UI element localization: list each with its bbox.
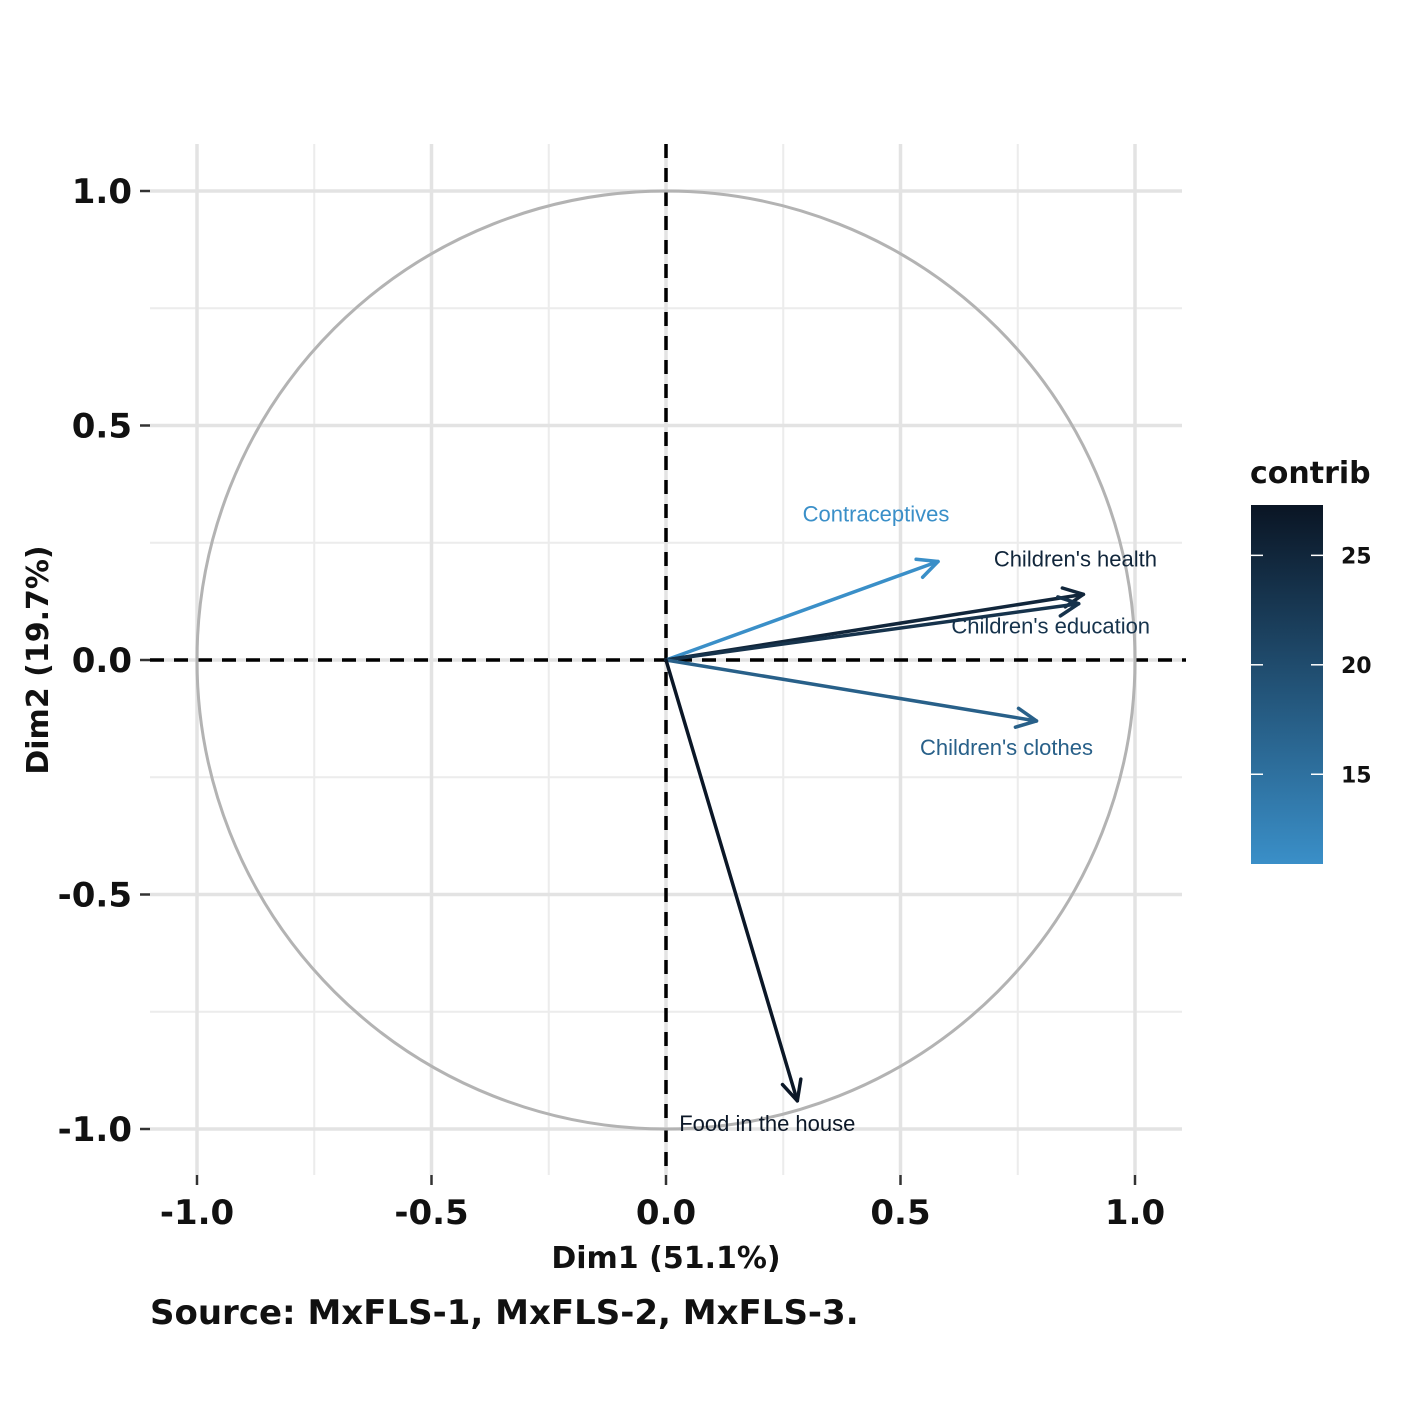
axes: -1.0 -0.5 0.0 0.5 1.0 -1.0 -0.5 0.0 0.5 1.0 xyxy=(58,172,1165,1233)
variable-arrow-4 xyxy=(664,658,803,1103)
y-tick-label-3: 0.5 xyxy=(72,407,132,447)
x-tick-label-0: -1.0 xyxy=(160,1193,234,1233)
y-tick-label-1: -0.5 xyxy=(58,876,132,916)
x-tick-label-2: 0.0 xyxy=(636,1193,696,1233)
legend-title: contrib xyxy=(1250,456,1371,491)
x-tick-label-1: -0.5 xyxy=(394,1193,468,1233)
legend-tick-label-0: 15 xyxy=(1341,763,1372,788)
correlation-circle xyxy=(195,189,1137,1131)
variable-label-3: Children's clothes xyxy=(920,735,1093,760)
variable-labels: Contraceptives Children's health Children'… xyxy=(679,502,1157,1136)
variable-label-0: Contraceptives xyxy=(803,502,950,527)
arrow-shaft-3 xyxy=(664,658,1039,723)
x-tick-label-3: 0.5 xyxy=(870,1193,930,1233)
arrow-shaft-0 xyxy=(664,559,940,662)
arrow-head-2 xyxy=(1056,595,1081,618)
variable-arrow-0 xyxy=(664,557,940,662)
x-tick-label-4: 1.0 xyxy=(1105,1193,1165,1233)
variable-label-4: Food in the house xyxy=(679,1111,855,1136)
arrow-head-4 xyxy=(780,1077,803,1103)
y-tick-label-0: -1.0 xyxy=(58,1110,132,1150)
unit-circle xyxy=(195,189,1137,1131)
x-axis-title: Dim1 (51.1%) xyxy=(551,1241,780,1276)
arrow-shaft-2 xyxy=(664,601,1081,662)
legend-colorbar xyxy=(1251,505,1323,864)
arrow-head-3 xyxy=(1013,706,1039,729)
legend-tick-label-1: 20 xyxy=(1341,654,1372,679)
variable-label-1: Children's health xyxy=(994,546,1157,571)
caption: Source: MxFLS-1, MxFLS-2, MxFLS-3. xyxy=(150,1293,859,1333)
variable-arrows xyxy=(664,557,1086,1103)
variable-arrow-3 xyxy=(664,658,1039,729)
y-tick-label-4: 1.0 xyxy=(72,172,132,212)
arrow-shaft-4 xyxy=(664,658,800,1103)
legend-ticks: 15 20 25 xyxy=(1251,544,1372,788)
arrow-head-0 xyxy=(914,557,940,579)
legend-tick-label-2: 25 xyxy=(1341,544,1372,569)
variable-arrow-2 xyxy=(664,595,1081,662)
y-tick-label-2: 0.0 xyxy=(72,641,132,681)
variable-label-2: Children's education xyxy=(951,614,1150,639)
legend: contrib 15 20 25 xyxy=(1250,456,1372,864)
y-axis-title: Dim2 (19.7%) xyxy=(21,545,56,774)
